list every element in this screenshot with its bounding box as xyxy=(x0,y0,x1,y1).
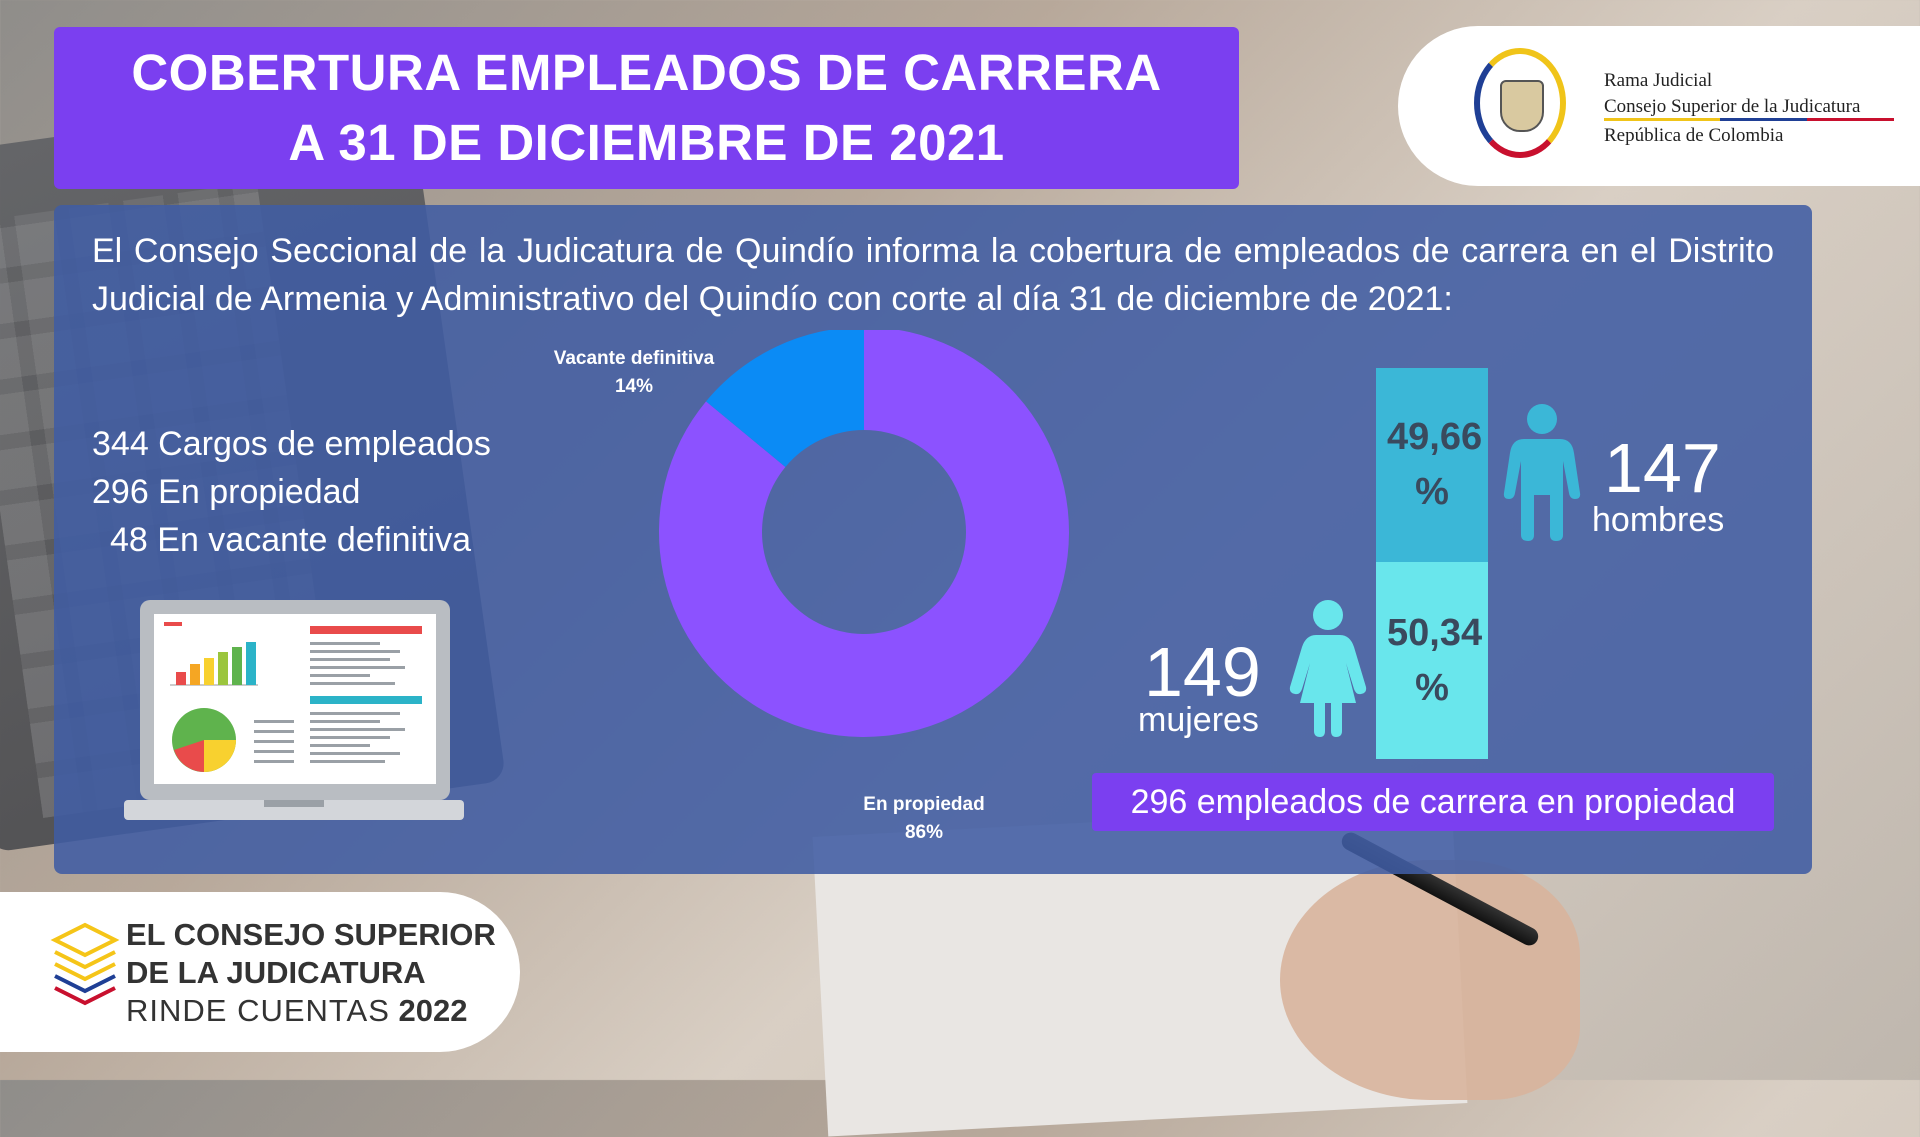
propiedad-banner: 296 empleados de carrera en propiedad xyxy=(1092,773,1774,831)
title-banner: COBERTURA EMPLEADOS DE CARRERA A 31 DE D… xyxy=(54,27,1239,189)
gender-stacked-bar: 49,66 % 50,34 % xyxy=(1376,368,1488,759)
mini-header-red xyxy=(310,626,422,634)
donut-label-propiedad: En propiedad 86% xyxy=(844,791,1004,847)
laptop-base xyxy=(124,800,464,820)
stats-list: 344 Cargos de empleados 296 En propiedad… xyxy=(92,420,491,564)
women-label: mujeres xyxy=(1138,701,1259,739)
brand-rinde-cuentas: RINDE CUENTAS xyxy=(126,993,390,1028)
background-hand xyxy=(1280,860,1580,1100)
brand-line-2: DE LA JUDICATURA xyxy=(126,955,426,990)
donut-label-propiedad-name: En propiedad xyxy=(863,794,985,815)
rama-judicial-logo: Rama Judicial Consejo Superior de la Jud… xyxy=(1398,26,1920,186)
rinde-cuentas-brand: EL CONSEJO SUPERIOR DE LA JUDICATURA RIN… xyxy=(0,892,520,1052)
title-line-1: COBERTURA EMPLEADOS DE CARRERA xyxy=(131,44,1162,101)
mini-bar-2 xyxy=(190,664,200,685)
men-percentage: 49,66 % xyxy=(1387,416,1483,514)
logo-line-1: Rama Judicial xyxy=(1604,70,1713,91)
man-icon xyxy=(1503,404,1581,541)
mini-bar-5 xyxy=(232,647,242,685)
mini-header-teal xyxy=(310,696,422,704)
stat-total: 344 Cargos de empleados xyxy=(92,425,491,463)
mini-bar-6 xyxy=(246,642,256,685)
content-panel: El Consejo Seccional de la Judicatura de… xyxy=(54,205,1812,874)
colombia-crest-icon xyxy=(1474,48,1566,158)
stacked-pages-icon xyxy=(50,922,120,1006)
brand-text: EL CONSEJO SUPERIOR DE LA JUDICATURA RIN… xyxy=(126,916,496,1030)
woman-icon xyxy=(1289,600,1367,737)
bar-segment-women: 50,34 % xyxy=(1376,562,1488,759)
logo-line-2: Consejo Superior de la Judicatura xyxy=(1604,96,1861,117)
logo-tricolor-rule xyxy=(1604,118,1894,121)
mini-text-lines xyxy=(254,642,405,763)
donut-label-vacante-name: Vacante definitiva xyxy=(553,348,715,369)
bar-segment-men: 49,66 % xyxy=(1376,368,1488,563)
donut-label-vacante: Vacante definitiva 14% xyxy=(494,345,774,401)
brand-line-1: EL CONSEJO SUPERIOR xyxy=(126,917,496,952)
laptop-notch xyxy=(264,800,324,807)
mini-pie-slice-red xyxy=(174,740,204,772)
mini-pie-slice-yellow xyxy=(204,740,236,772)
screen-dot-red xyxy=(164,622,182,626)
logo-text: Rama Judicial Consejo Superior de la Jud… xyxy=(1604,68,1894,149)
logo-line-3: República de Colombia xyxy=(1604,125,1784,146)
women-count: 149 xyxy=(1144,633,1261,711)
men-count: 147 xyxy=(1604,429,1721,507)
donut-slice-propiedad xyxy=(659,330,1069,737)
intro-paragraph: El Consejo Seccional de la Judicatura de… xyxy=(92,232,1774,318)
stat-propiedad: 296 En propiedad xyxy=(92,473,361,511)
crest-shield xyxy=(1500,80,1544,132)
brand-line-3: RINDE CUENTAS 2022 xyxy=(126,992,496,1030)
mini-bar-1 xyxy=(176,672,186,685)
donut-slice-vacante xyxy=(706,330,864,467)
laptop-dashboard-icon xyxy=(124,600,464,820)
donut-label-vacante-value: 14% xyxy=(614,376,654,397)
brand-year: 2022 xyxy=(398,993,468,1028)
mini-bar-3 xyxy=(204,658,214,685)
women-percentage: 50,34 % xyxy=(1387,611,1483,709)
stat-vacante: 48 En vacante definitiva xyxy=(110,521,472,559)
mini-bar-4 xyxy=(218,652,228,685)
men-label: hombres xyxy=(1592,501,1725,539)
donut-slices xyxy=(659,330,1069,737)
donut-chart xyxy=(659,330,1069,737)
donut-label-propiedad-value: 86% xyxy=(904,822,944,843)
title-line-2: A 31 DE DICIEMBRE DE 2021 xyxy=(288,114,1005,171)
